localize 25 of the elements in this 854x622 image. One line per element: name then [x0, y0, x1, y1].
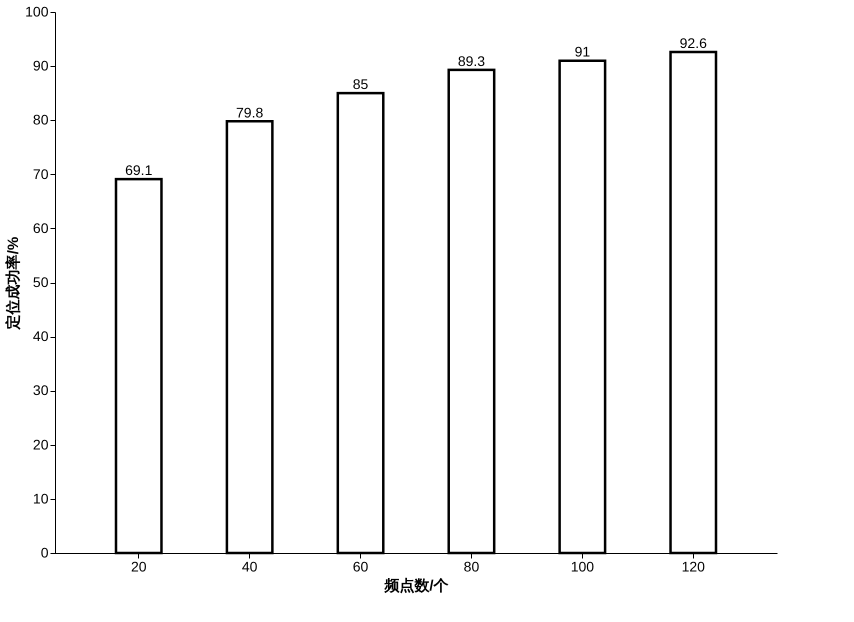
- y-tick-label: 0: [40, 544, 49, 560]
- y-tick-label: 90: [32, 58, 49, 74]
- x-tick-label: 80: [464, 558, 480, 574]
- data-label: 92.6: [680, 35, 708, 52]
- data-label: 89.3: [458, 52, 486, 69]
- y-tick-label: 30: [32, 382, 49, 398]
- x-tick-label: 120: [682, 558, 706, 574]
- x-tick-label: 100: [570, 558, 594, 574]
- x-tick-label: 20: [130, 558, 147, 574]
- y-tick-label: 50: [32, 274, 49, 290]
- data-label: 91: [574, 44, 590, 60]
- x-tick-label: 40: [242, 558, 258, 574]
- y-axis-title: 定位成功率/%: [4, 236, 22, 330]
- y-tick-label: 80: [32, 112, 49, 128]
- x-axis-title: 频点数/个: [383, 578, 450, 594]
- data-label: 69.1: [125, 162, 153, 178]
- y-tick-label: 10: [32, 490, 49, 506]
- data-label: 85: [352, 76, 369, 92]
- y-tick-label: 70: [32, 166, 49, 182]
- data-label: 79.8: [236, 104, 264, 120]
- y-tick-label: 20: [32, 436, 49, 452]
- y-tick-label: 100: [25, 4, 49, 20]
- x-tick-label: 60: [352, 558, 369, 574]
- y-tick-label: 60: [32, 220, 49, 236]
- y-tick-label: 40: [32, 328, 49, 344]
